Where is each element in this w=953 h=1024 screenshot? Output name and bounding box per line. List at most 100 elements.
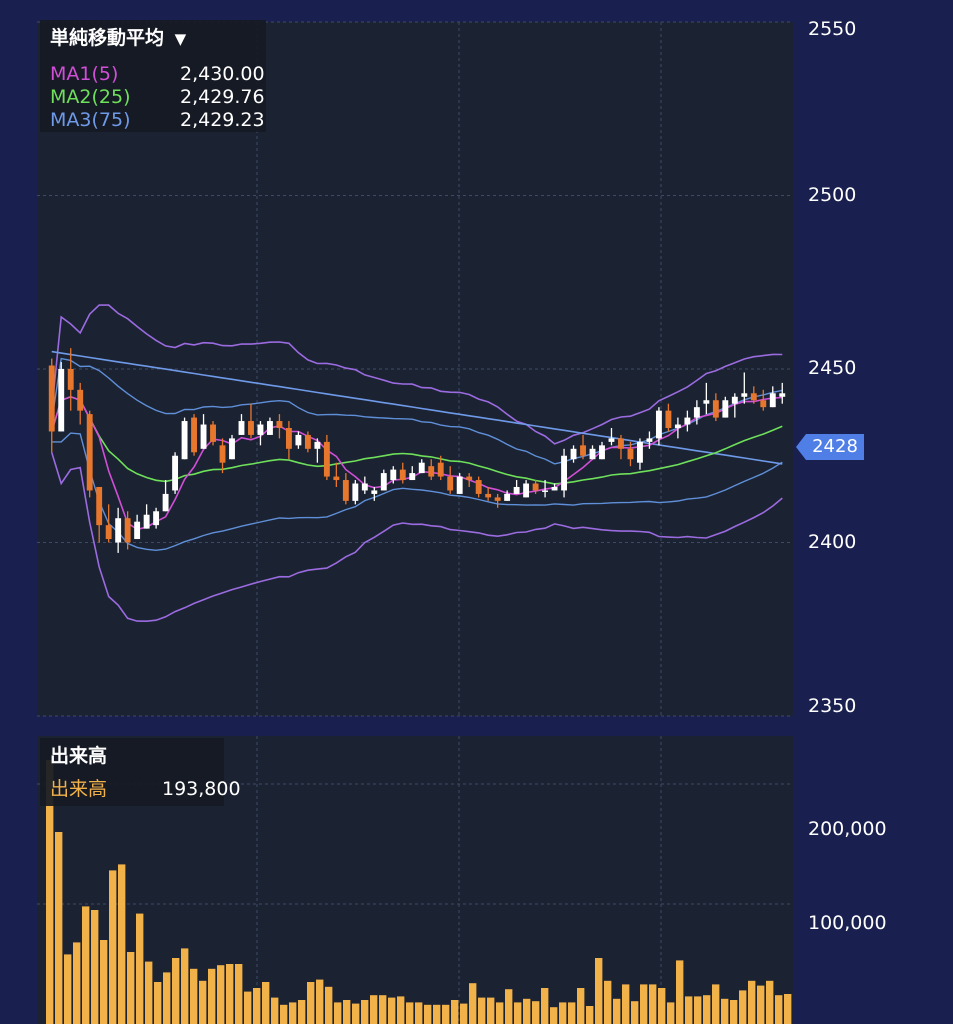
price-tick-label: 2550 [808, 18, 857, 40]
ma2-legend-row: MA2(25) 2,429.76 [50, 86, 265, 108]
volume-bar [226, 964, 234, 1024]
candle-body [722, 400, 729, 418]
candle-body [390, 469, 397, 481]
candle-body [703, 400, 710, 404]
volume-bar [712, 984, 720, 1024]
candle-body [276, 421, 283, 428]
volume-bar [307, 982, 315, 1024]
volume-bar [586, 1006, 594, 1024]
volume-bar [262, 982, 270, 1024]
candle-body [229, 438, 235, 460]
indicator-title[interactable]: 単純移動平均 ▼ [50, 23, 186, 50]
volume-bar [136, 913, 144, 1024]
candle-body [77, 389, 84, 411]
volume-bar [748, 980, 756, 1024]
candle-body [485, 493, 492, 498]
volume-bar [244, 991, 252, 1024]
candle-body [760, 400, 767, 408]
candle-body [456, 476, 463, 494]
volume-bar [739, 990, 747, 1024]
candle-body [655, 410, 662, 439]
volume-tick-label: 200,000 [808, 818, 887, 840]
volume-bar [523, 998, 531, 1024]
volume-bar [559, 1002, 567, 1024]
volume-bar [775, 995, 783, 1024]
candle-body [210, 424, 216, 442]
ma3-line [51, 350, 783, 465]
volume-bar [406, 1002, 414, 1024]
volume-bar [73, 942, 81, 1024]
volume-bar [730, 1000, 738, 1024]
candle-body [124, 518, 131, 543]
candle-body [618, 438, 624, 449]
volume-bar [289, 1002, 297, 1024]
candle-body [105, 525, 112, 540]
volume-bar [163, 972, 171, 1024]
volume-bar [55, 832, 63, 1024]
ma1-value: 2,430.00 [180, 63, 265, 85]
candle-body [532, 483, 539, 491]
candle-body [693, 407, 700, 418]
candle-body [248, 421, 254, 435]
candle-body [314, 441, 321, 449]
volume-bars [37, 760, 793, 1024]
candle-body [513, 486, 520, 494]
candle-body [153, 511, 160, 526]
volume-bar [667, 1002, 675, 1024]
volume-bar [577, 988, 585, 1024]
volume-bar [190, 968, 198, 1024]
volume-bar [325, 986, 333, 1024]
volume-bar [271, 997, 279, 1024]
indicator-title-text: 単純移動平均 [50, 27, 165, 49]
volume-legend-row: 出来高 193,800 [50, 778, 241, 800]
volume-current-value: 193,800 [162, 778, 241, 800]
volume-bar [622, 984, 630, 1024]
lower-band-1-line [51, 432, 783, 552]
volume-bar [514, 1002, 522, 1024]
volume-panel-title: 出来高 [50, 745, 108, 767]
candle-body [599, 445, 605, 460]
triangle-down-icon[interactable]: ▼ [174, 30, 187, 48]
candle-body [608, 438, 615, 442]
ma1-legend-row: MA1(5) 2,430.00 [50, 63, 265, 85]
candle-body [561, 455, 567, 491]
volume-bar [397, 996, 405, 1024]
ma2-name: MA2(25) [50, 86, 131, 108]
volume-bar [352, 1003, 360, 1024]
volume-bar [532, 1001, 540, 1024]
lower-band-2-line [50, 452, 783, 623]
candle-body [637, 441, 643, 463]
candle-body [58, 369, 65, 432]
moving-average-legend[interactable]: 単純移動平均 ▼ MA1(5) 2,430.00 MA2(25) 2,429.7… [40, 20, 266, 132]
volume-tick-label: 100,000 [808, 912, 887, 934]
volume-bar [478, 997, 486, 1024]
volume-bar [370, 995, 378, 1024]
candle-body [371, 490, 378, 494]
candle-body [731, 396, 738, 404]
candle-body [257, 424, 264, 435]
price-tick-label: 2350 [808, 695, 857, 717]
volume-bar [217, 965, 225, 1024]
volume-bar [784, 994, 792, 1024]
volume-bar [181, 948, 189, 1024]
volume-bar [46, 760, 54, 1024]
candle-body [627, 448, 634, 460]
volume-bar [316, 979, 324, 1024]
volume-bar [613, 998, 621, 1024]
ma1-line [50, 395, 783, 531]
candle-body [779, 393, 786, 397]
candle-body [67, 369, 74, 390]
candle-body [399, 469, 406, 481]
volume-bar [721, 998, 729, 1024]
candle-body [646, 438, 653, 442]
candle-body [134, 521, 141, 540]
candle-body [333, 476, 340, 481]
candle-body [96, 486, 103, 526]
candle-body [769, 393, 776, 408]
candle-body [447, 476, 454, 491]
volume-bar [433, 1004, 441, 1024]
candle-body [191, 417, 197, 453]
candle-body [466, 476, 473, 481]
volume-bar [505, 989, 513, 1024]
